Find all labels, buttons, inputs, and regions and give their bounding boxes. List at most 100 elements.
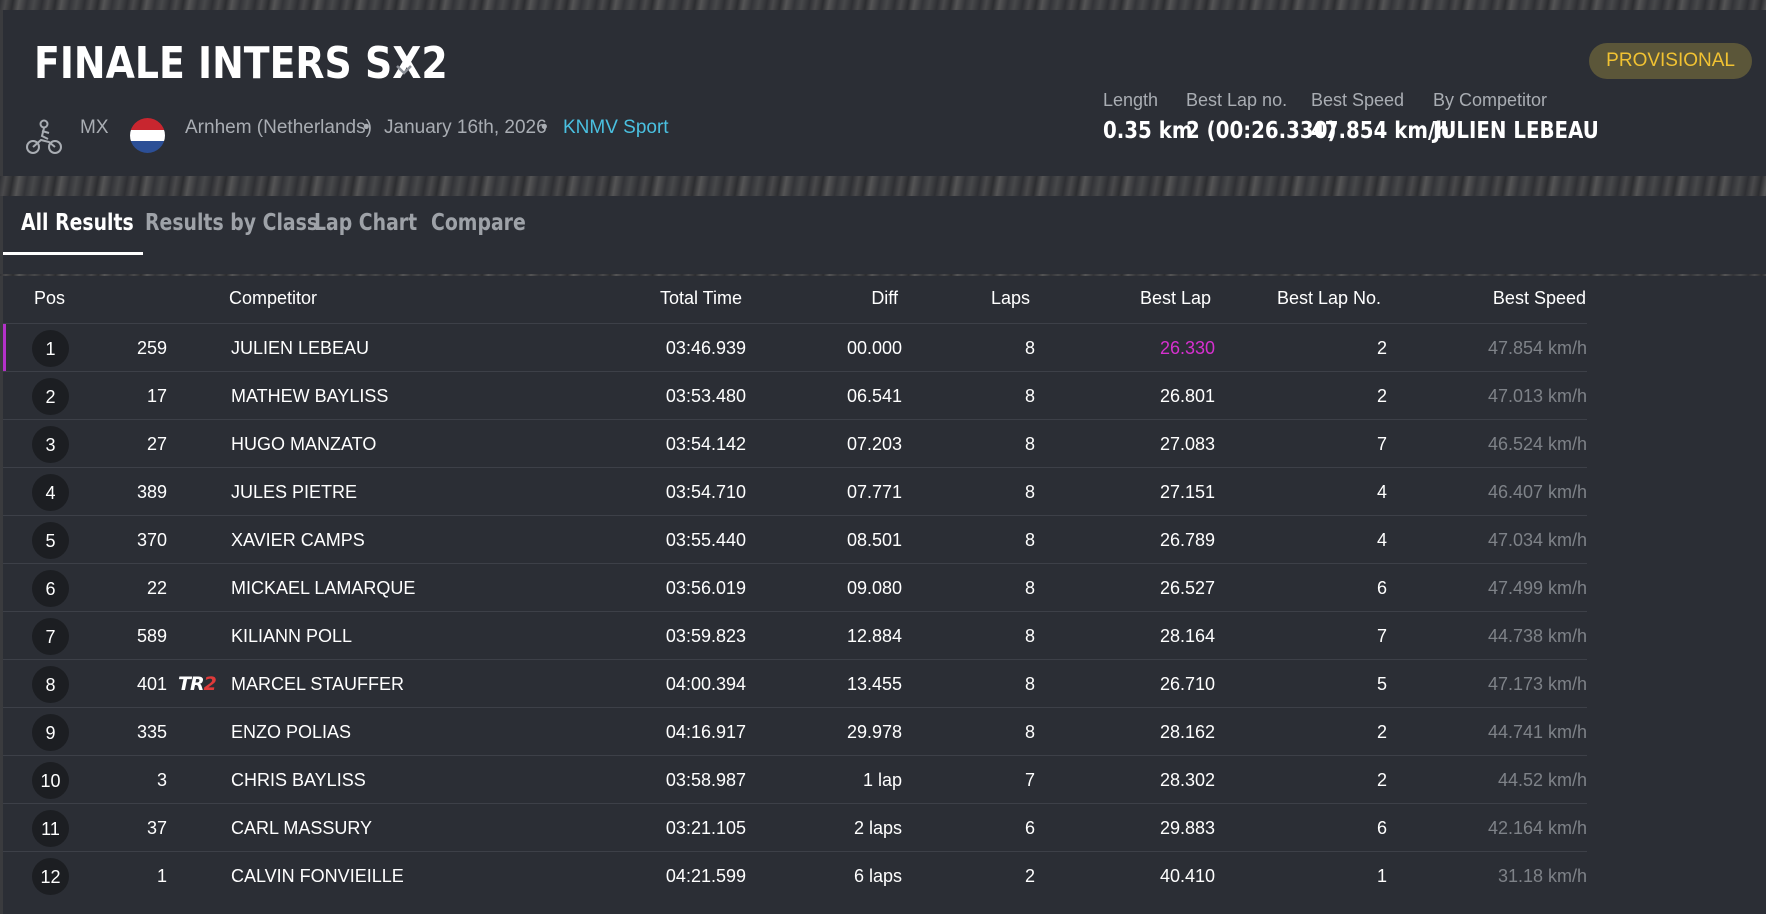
- competitor-name-link[interactable]: ENZO POLIAS: [231, 722, 352, 742]
- table-row[interactable]: 11 37 CARL MASSURY 03:21.105 2 laps 6 29.883 6 4…: [3, 803, 1587, 852]
- tab-all-results[interactable]: All Results: [21, 210, 134, 236]
- best-lap-no: 2: [1376, 386, 1387, 406]
- laps: 7: [1024, 770, 1035, 790]
- motocross-rider-icon: [26, 119, 62, 154]
- length-value: 0.35 km: [1103, 118, 1193, 144]
- table-row[interactable]: 3 27 HUGO MANZATO 03:54.142 07.203 8 27.083 7 46…: [3, 419, 1587, 468]
- diff: 1 lap: [862, 770, 902, 790]
- best-speed-value: 47.854 km/h: [1311, 118, 1450, 144]
- best-speed-label: Best Speed: [1311, 90, 1405, 110]
- leader-accent-bar: [3, 324, 6, 372]
- column-header-laps[interactable]: Laps: [990, 288, 1030, 308]
- table-row[interactable]: 6 22 MICKAEL LAMARQUE 03:56.019 09.080 8 26.52…: [3, 563, 1587, 612]
- best-speed: 47.013 km/h: [1487, 386, 1587, 406]
- total-time: 03:56.019: [665, 578, 746, 598]
- total-time: 03:21.105: [665, 818, 746, 838]
- race-number: 401: [136, 674, 167, 694]
- column-header-best-lap[interactable]: Best Lap: [1139, 288, 1211, 308]
- race-number: 335: [136, 722, 167, 742]
- race-number: 22: [146, 578, 167, 598]
- length-label: Length: [1103, 90, 1159, 110]
- active-tab-indicator: [3, 252, 143, 255]
- best-lap-no-value: 2 (00:26.330): [1186, 118, 1337, 144]
- competitor-name-link[interactable]: JULES PIETRE: [231, 482, 358, 502]
- position-badge: 4: [32, 474, 69, 511]
- table-row[interactable]: 10 3 CHRIS BAYLISS 03:58.987 1 lap 7 28.302 2 44…: [3, 755, 1587, 804]
- total-time: 03:59.823: [665, 626, 746, 646]
- race-number: 389: [136, 482, 167, 502]
- best-lap: 40.410: [1159, 866, 1215, 886]
- table-row[interactable]: 9 335 ENZO POLIAS 04:16.917 29.978 8 28.162 2 44…: [3, 707, 1587, 756]
- total-time: 03:54.710: [665, 482, 746, 502]
- race-number: 259: [136, 338, 167, 358]
- laps: 2: [1024, 866, 1035, 886]
- diff: 29.978: [846, 722, 902, 742]
- best-lap: 26.801: [1159, 386, 1215, 406]
- organizer-link[interactable]: KNMV Sport: [563, 117, 669, 138]
- competitor-name-link[interactable]: HUGO MANZATO: [231, 434, 377, 454]
- column-header-best-speed[interactable]: Best Speed: [1492, 288, 1586, 308]
- competitor-name-link[interactable]: MICKAEL LAMARQUE: [231, 578, 416, 598]
- total-time: 03:46.939: [665, 338, 746, 358]
- table-row[interactable]: 4 389 JULES PIETRE 03:54.710 07.771 8 27.151 4 4…: [3, 467, 1587, 516]
- position-badge: 5: [32, 522, 69, 559]
- competitor-name-link[interactable]: JULIEN LEBEAU: [231, 338, 370, 358]
- best-lap: 28.162: [1159, 722, 1215, 742]
- laps: 8: [1024, 626, 1035, 646]
- competitor-name-link[interactable]: MATHEW BAYLISS: [231, 386, 389, 406]
- total-time: 03:58.987: [665, 770, 746, 790]
- competitor-name-link[interactable]: XAVIER CAMPS: [231, 530, 365, 550]
- column-header-total-time[interactable]: Total Time: [659, 288, 742, 308]
- tab-compare[interactable]: Compare: [431, 210, 526, 236]
- competitor-name-link[interactable]: KILIANN POLL: [231, 626, 353, 646]
- best-speed: 47.173 km/h: [1487, 674, 1587, 694]
- position-badge: 6: [32, 570, 69, 607]
- best-lap: 28.302: [1159, 770, 1215, 790]
- race-number: 3: [156, 770, 167, 790]
- race-date: January 16th, 2026: [384, 117, 547, 138]
- table-row[interactable]: 5 370 XAVIER CAMPS 03:55.440 08.501 8 26.789 4 4…: [3, 515, 1587, 564]
- tab-lap-chart[interactable]: Lap Chart: [314, 210, 418, 236]
- race-number: 370: [136, 530, 167, 550]
- tab-results-by-class[interactable]: Results by Class: [145, 210, 319, 236]
- competitor-name-link[interactable]: CHRIS BAYLISS: [231, 770, 366, 790]
- table-row[interactable]: 2 17 MATHEW BAYLISS 03:53.480 06.541 8 26.801 2…: [3, 371, 1587, 420]
- column-header-best-lap-no[interactable]: Best Lap No.: [1276, 288, 1381, 308]
- team-logo: TR2: [178, 673, 217, 695]
- best-lap: 26.789: [1159, 530, 1215, 550]
- laps: 8: [1024, 482, 1035, 502]
- race-number: 37: [146, 818, 167, 838]
- table-row[interactable]: 12 1 CALVIN FONVIEILLE 04:21.599 6 laps 2 40.4…: [3, 851, 1587, 900]
- table-row[interactable]: 8 401 TR2 MARCEL STAUFFER 04:00.394 13.455 8 26…: [3, 659, 1587, 708]
- position-badge: 8: [32, 666, 69, 703]
- competitor-name-link[interactable]: CARL MASSURY: [231, 818, 373, 838]
- best-speed: 44.738 km/h: [1487, 626, 1587, 646]
- laps: 8: [1024, 530, 1035, 550]
- best-speed: 47.499 km/h: [1487, 578, 1587, 598]
- best-lap-no-label: Best Lap no.: [1186, 90, 1288, 110]
- table-row[interactable]: 1 259 JULIEN LEBEAU 03:46.939 00.000 8 26.330 2…: [3, 323, 1587, 372]
- race-title: FINALE INTERS SX2: [34, 38, 448, 89]
- diff: 12.884: [846, 626, 902, 646]
- competitor-name-link[interactable]: MARCEL STAUFFER: [231, 674, 405, 694]
- competitor-name-link[interactable]: CALVIN FONVIEILLE: [231, 866, 404, 886]
- diff: 13.455: [846, 674, 902, 694]
- table-row[interactable]: 7 589 KILIANN POLL 03:59.823 12.884 8 28.164 7 4…: [3, 611, 1587, 660]
- best-lap: 27.151: [1159, 482, 1215, 502]
- laps: 8: [1024, 434, 1035, 454]
- status-badge: PROVISIONAL: [1589, 43, 1752, 79]
- column-header-pos[interactable]: Pos: [34, 288, 66, 308]
- race-number: 17: [146, 386, 167, 406]
- position-badge: 7: [32, 618, 69, 655]
- background-texture-top: [0, 0, 1766, 10]
- laps: 6: [1024, 818, 1035, 838]
- meta-separator: •: [541, 117, 548, 138]
- chevron-down-icon[interactable]: [393, 58, 415, 80]
- best-speed: 44.741 km/h: [1487, 722, 1587, 742]
- race-header: FINALE INTERS SX2 PROVISIONAL MX Arnhem …: [3, 10, 1766, 176]
- column-header-competitor[interactable]: Competitor: [229, 288, 318, 308]
- team-logo-letters: TR2: [178, 673, 217, 695]
- best-lap: 29.883: [1159, 818, 1215, 838]
- column-header-diff[interactable]: Diff: [871, 288, 898, 308]
- diff: 07.771: [846, 482, 902, 502]
